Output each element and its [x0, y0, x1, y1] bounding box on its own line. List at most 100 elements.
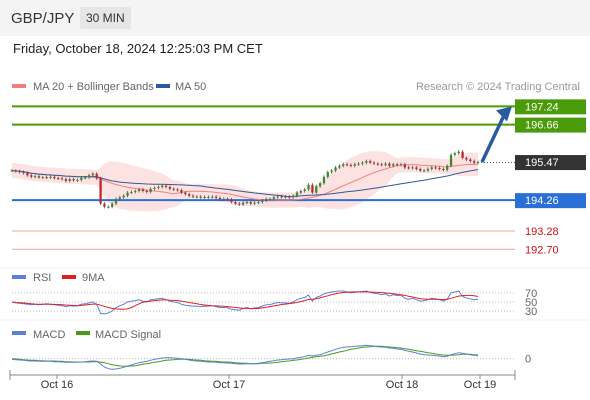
- price-level-box: [515, 99, 586, 115]
- candle-body: [403, 164, 406, 168]
- candle-body: [318, 183, 322, 187]
- candle-body: [311, 184, 314, 193]
- candle-body: [469, 159, 472, 162]
- price-level-box: [515, 193, 586, 209]
- candle-body: [372, 162, 376, 164]
- candle-body: [245, 202, 249, 204]
- timeframe-button[interactable]: 30 MIN: [80, 7, 131, 29]
- candle-body: [191, 195, 195, 197]
- candle-body: [476, 162, 480, 164]
- candle-body: [357, 163, 360, 165]
- candle-body: [234, 202, 237, 204]
- candle-body: [145, 191, 148, 193]
- candle-body: [284, 196, 287, 198]
- candle-body: [53, 176, 56, 179]
- candle-body: [126, 192, 129, 196]
- candle-body: [22, 172, 25, 174]
- legend-label-rsi-ma: 9MA: [82, 272, 105, 284]
- projection-arrow-line: [480, 114, 506, 163]
- candle-body: [164, 185, 168, 187]
- candle-body: [380, 164, 383, 166]
- candle-body: [338, 165, 341, 168]
- candle-body: [426, 168, 430, 171]
- candle-body: [272, 197, 276, 199]
- candle-body: [307, 184, 310, 190]
- candle-body: [230, 199, 233, 203]
- candle-body: [457, 151, 460, 154]
- candle-body: [80, 177, 83, 180]
- candle-body: [41, 177, 44, 179]
- candle-body: [365, 161, 368, 163]
- candle-body: [176, 189, 179, 191]
- x-axis-tick-label: Oct 19: [464, 379, 496, 391]
- candle-body: [153, 187, 156, 189]
- macd-line: [11, 344, 479, 370]
- main-pane: 197.24 196.66 195.47 194.26 193.28 192.70: [0, 99, 590, 321]
- attribution-text: Research © 2024 Trading Central: [416, 81, 580, 93]
- instrument-title: GBP/JPY: [11, 10, 75, 27]
- candle-body: [395, 164, 399, 166]
- candle-body: [57, 178, 60, 180]
- candle-body: [238, 203, 241, 205]
- candle-body: [134, 191, 137, 193]
- candle-body: [399, 164, 403, 166]
- candle-body: [465, 157, 468, 160]
- candle-body: [241, 202, 245, 205]
- candle-body: [26, 173, 29, 176]
- candle-body: [268, 198, 272, 200]
- candle-body: [261, 200, 264, 203]
- legend-label-ma50: MA 50: [175, 81, 206, 93]
- legend-swatch-rsi-ma: [62, 275, 76, 279]
- legend-label-macd-signal: MACD Signal: [95, 329, 161, 341]
- x-axis-tick-label: Oct 18: [386, 379, 418, 391]
- candle-body: [114, 198, 118, 204]
- price-level-label: 195.47: [525, 157, 559, 169]
- legend-swatch-macd: [12, 331, 26, 335]
- legend-swatch-macd-signal: [76, 331, 90, 335]
- candle-body: [376, 163, 380, 165]
- candle-body: [265, 198, 268, 201]
- candle-body: [141, 189, 145, 192]
- legend-swatch-rsi: [12, 275, 26, 279]
- candle-body: [99, 178, 102, 204]
- candle-body: [226, 198, 229, 200]
- rsi-level-label: 30: [525, 306, 537, 318]
- candle-body: [49, 176, 52, 178]
- price-level-label: 197.24: [525, 101, 559, 113]
- macd-zero-label: 0: [525, 354, 531, 366]
- candle-body: [10, 170, 14, 172]
- rsi-level-label: 50: [525, 297, 537, 309]
- candle-body: [107, 206, 110, 208]
- candle-body: [180, 190, 183, 193]
- candle-body: [438, 168, 441, 170]
- candle-body: [149, 188, 152, 192]
- candle-body: [453, 153, 457, 155]
- candle-body: [392, 164, 395, 166]
- candle-body: [291, 195, 295, 198]
- candle-body: [388, 163, 391, 166]
- candle-body: [326, 172, 329, 177]
- bollinger-band: [12, 151, 478, 212]
- legend-swatch-ma20: [12, 84, 26, 88]
- candle-body: [434, 167, 437, 169]
- candle-body: [161, 185, 164, 187]
- candle-body: [33, 176, 37, 178]
- price-level-label: 193.28: [525, 226, 559, 238]
- candle-body: [184, 192, 187, 195]
- candle-body: [411, 167, 414, 169]
- rsi-ma-line: [11, 291, 479, 310]
- candle-body: [68, 179, 71, 181]
- candle-body: [188, 194, 191, 196]
- price-level-label: 194.26: [525, 195, 559, 207]
- candle-body: [342, 164, 345, 166]
- candle-body: [168, 186, 172, 189]
- candle-body: [295, 192, 299, 196]
- candle-body: [60, 178, 64, 180]
- price-level-label: 196.66: [525, 120, 559, 132]
- legend-label-macd: MACD: [33, 329, 65, 341]
- candle-body: [214, 196, 218, 198]
- price-level-label: 192.70: [525, 244, 559, 256]
- candle-body: [257, 202, 260, 204]
- x-axis-tick-label: Oct 17: [213, 379, 245, 391]
